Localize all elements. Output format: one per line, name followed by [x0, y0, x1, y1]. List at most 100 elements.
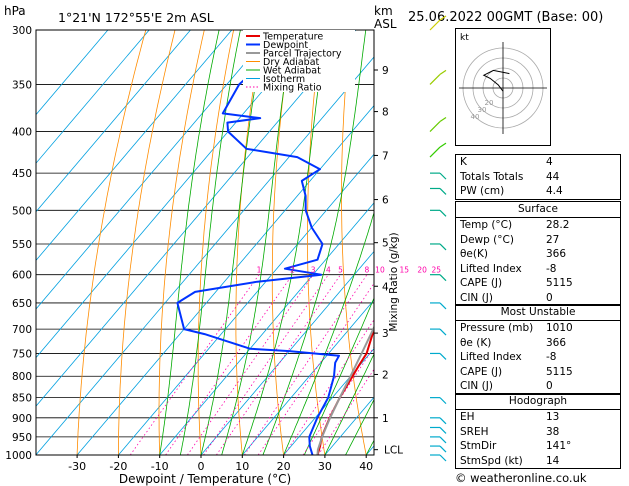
mixing-ratio-line	[317, 368, 374, 455]
height-tick-label: 1	[382, 413, 389, 425]
dry-adiabat-line	[118, 30, 176, 455]
wind-barb-flag	[439, 142, 447, 148]
most-unstable-value: 0	[546, 380, 553, 392]
mixing-ratio-label: 8	[365, 266, 370, 275]
dry-adiabat-line	[76, 30, 147, 455]
most-unstable-title: Most Unstable	[500, 306, 576, 318]
wind-barb	[429, 146, 441, 158]
surface-label: CAPE (J)	[460, 277, 503, 289]
isotherm-line	[36, 30, 315, 359]
dry-adiabat-line	[197, 30, 235, 455]
isotherm-line	[36, 30, 191, 213]
mixing-ratio-line	[257, 282, 374, 455]
wind-barb-flag	[439, 454, 447, 462]
most-unstable-label: CIN (J)	[460, 380, 493, 392]
legend-entry: Isotherm	[263, 74, 305, 85]
surface-row: Dewp (°C) 27	[456, 233, 620, 248]
surface-row: Temp (°C) 28.2	[456, 217, 620, 233]
wind-barb-flag	[439, 417, 447, 425]
isotherm-line	[36, 30, 356, 407]
isotherm-line	[241, 299, 374, 455]
most-unstable-row: Pressure (mb) 1010	[456, 320, 620, 336]
x-axis-label: Dewpoint / Temperature (°C)	[119, 472, 291, 486]
surface-value: 28.2	[546, 219, 570, 231]
height-unit-bottom: ASL	[374, 17, 397, 31]
dry-adiabat-line	[235, 30, 264, 455]
isotherm-line	[36, 30, 109, 116]
mixing-ratio-line	[283, 319, 374, 455]
legend-box	[243, 30, 355, 92]
mixing-ratio-label: 10	[375, 266, 385, 275]
mixing-ratio-label: 20	[417, 266, 427, 275]
dry-adiabat-line	[158, 30, 205, 455]
pressure-tick-label: 800	[12, 371, 32, 383]
hodograph-param-value: 38	[546, 425, 560, 438]
height-tick-label: 7	[382, 150, 389, 162]
isotherm-line	[118, 153, 374, 455]
surface-row: Lifted Index -8	[456, 262, 620, 277]
height-tick-label: LCL	[384, 445, 403, 457]
surface-label: Dewp (°C)	[460, 233, 514, 246]
mixing-ratio-label: 3	[311, 266, 316, 275]
wind-barb-flag	[439, 15, 447, 21]
wind-barb-flag	[439, 302, 447, 310]
hodograph-param-row: StmDir 141°	[456, 439, 620, 454]
most-unstable-value: 1010	[546, 322, 573, 334]
height-tick-label: 8	[382, 107, 389, 119]
temperature-tick-label: 40	[359, 460, 373, 473]
most-unstable-value: 366	[546, 336, 567, 349]
isotherm-line	[36, 30, 150, 164]
wind-barb-flag	[439, 397, 447, 405]
mixing-ratio-label: 25	[432, 266, 442, 275]
wind-barb	[429, 19, 441, 31]
most-unstable-label: θe (K)	[460, 336, 492, 349]
hodograph-ring-label: 20	[485, 99, 494, 107]
most-unstable-label: Lifted Index	[460, 351, 522, 363]
wet-adiabat-line	[200, 30, 265, 455]
dry-adiabat-line	[271, 30, 293, 455]
most-unstable-label: Pressure (mb)	[460, 322, 534, 334]
mixing-ratio-line	[302, 346, 374, 455]
mixing-ratio-line	[244, 274, 368, 455]
wind-barb-flag	[439, 436, 447, 444]
mixing-ratio-label: 2	[290, 266, 295, 275]
axes: 1 2 3 4 5 8 10 15 20 2530035040045050055060065070…	[5, 25, 441, 486]
wind-barbs	[429, 15, 447, 462]
profiles	[176, 30, 374, 455]
pressure-tick-label: 700	[12, 324, 32, 336]
mixing-ratio-line	[187, 274, 314, 455]
legend-entry: Mixing Ratio	[263, 83, 322, 94]
most-unstable-table: Most Unstable Pressure (mb) 1010 θe (K) 366…	[455, 304, 621, 395]
wind-barb-flag	[439, 328, 447, 336]
parcel-trajectory-profile	[316, 325, 374, 455]
pressure-tick-label: 350	[12, 79, 32, 91]
height-tick-label: 3	[382, 328, 389, 340]
surface-label: CIN (J)	[460, 291, 493, 304]
most-unstable-label: CAPE (J)	[460, 365, 503, 378]
hodograph-param-row: EH 13	[456, 409, 620, 425]
wind-barb-flag	[439, 209, 447, 217]
surface-row: CIN (J) 0	[456, 291, 620, 306]
mixing-ratio-label: 5	[338, 266, 343, 275]
wind-barb-flag	[439, 188, 447, 195]
surface-row: CAPE (J) 5115	[456, 276, 620, 291]
hodograph-ring-label: 40	[471, 113, 480, 121]
surface-value: -8	[546, 262, 557, 275]
mixing-ratio-line	[203, 274, 329, 455]
hodograph-param-label: StmSpd (kt)	[460, 454, 523, 467]
pressure-tick-label: 850	[12, 393, 32, 405]
dry-adiabat-line	[406, 18, 453, 472]
height-tick-label: 5	[382, 238, 389, 250]
surface-label: θe(K)	[460, 248, 488, 260]
hodograph-title: Hodograph	[508, 395, 568, 407]
legend-entry: Dewpoint	[263, 40, 308, 51]
dry-adiabat-line	[307, 30, 326, 455]
totals-totals-row: Totals Totals 44	[460, 170, 560, 183]
plot-frame	[35, 29, 375, 456]
hodograph-param-label: SREH	[460, 425, 489, 438]
mixing-ratio-label: 15	[400, 266, 410, 275]
wet-adiabat-line	[345, 398, 374, 455]
temperature-tick-label: 20	[277, 460, 291, 473]
